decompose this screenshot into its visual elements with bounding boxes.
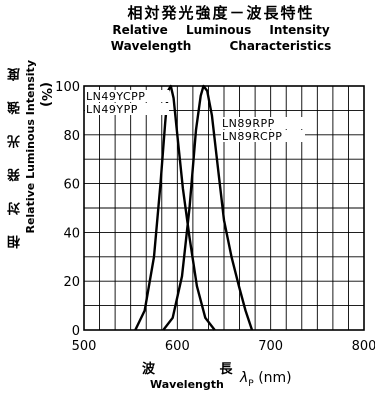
- lambda-subscript: P: [248, 378, 254, 389]
- y-tick-label: 40: [63, 226, 80, 241]
- title-word: Wavelength: [110, 39, 192, 53]
- series-label-background: [221, 117, 305, 129]
- y-tick-label: 60: [63, 178, 80, 193]
- x-axis-unit: (nm): [258, 370, 292, 386]
- x-axis-label-english: Wavelength: [150, 378, 224, 391]
- title-word: Intensity: [269, 23, 330, 37]
- y-tick-label: 80: [63, 129, 80, 144]
- plot-frame: [83, 85, 365, 331]
- x-tick-label: 600: [165, 339, 190, 354]
- series-line: [162, 84, 254, 331]
- x-tick-label: 700: [258, 339, 283, 354]
- y-tick-label: 0: [72, 324, 80, 339]
- chart-title-japanese: 相対発光強度－波長特性: [127, 4, 315, 22]
- series-label-background: [221, 130, 305, 142]
- x-tick-label: 500: [72, 339, 97, 354]
- y-axis-unit: (%): [38, 82, 53, 107]
- x-axis-label-japanese: 波 長: [142, 362, 263, 377]
- title-word: Luminous: [185, 23, 252, 37]
- chart-title-english-line1: Relative Luminous Intensity: [86, 22, 356, 38]
- series-line: [134, 84, 216, 331]
- series-label: LN89RCPP: [222, 130, 282, 143]
- series-label-background: [85, 90, 169, 102]
- title-word: Relative: [112, 23, 168, 37]
- y-tick-label: 20: [63, 275, 80, 290]
- series-label-background: [85, 103, 169, 115]
- title-word: Characteristics: [229, 39, 332, 53]
- chart-title: 相対発光強度－波長特性 Relative Luminous Intensity …: [86, 4, 356, 54]
- x-tick-label: 800: [352, 339, 375, 354]
- series-label: LN49YCPP: [86, 90, 145, 103]
- lambda-symbol: λ: [240, 370, 249, 386]
- x-axis-symbol: λP (nm): [240, 370, 292, 389]
- chart-title-english-line2: Wavelength Characteristics: [86, 38, 356, 54]
- y-tick-label: 100: [55, 80, 80, 95]
- series-label: LN49YPP: [86, 103, 138, 116]
- series-label: LN89RPP: [222, 117, 275, 130]
